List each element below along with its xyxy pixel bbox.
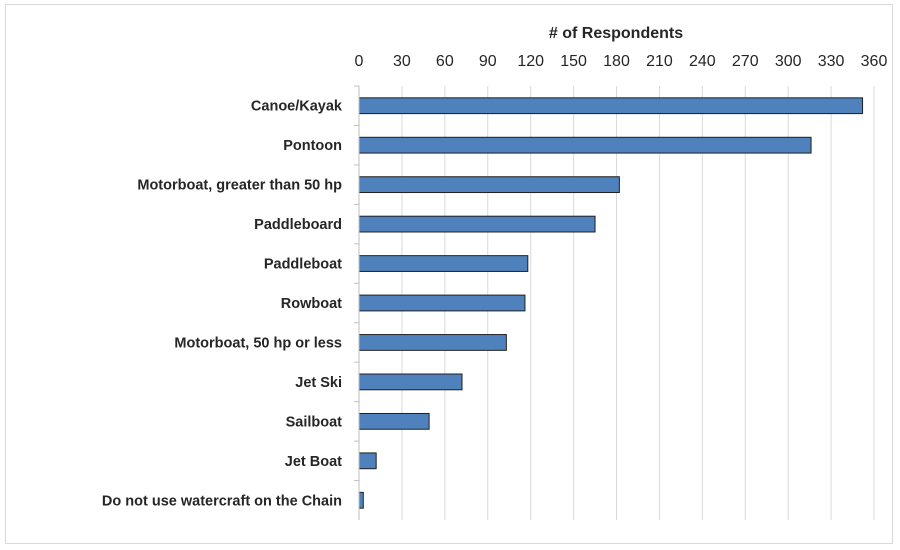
x-tick-label: 0 <box>355 53 364 70</box>
x-tick-label: 150 <box>560 53 587 70</box>
category-label: Motorboat, 50 hp or less <box>174 335 342 351</box>
bar <box>358 176 620 194</box>
bar <box>358 97 864 115</box>
category-label: Jet Boat <box>285 454 342 470</box>
bar <box>358 452 377 470</box>
chart-title: # of Respondents <box>549 25 683 42</box>
category-label: Paddleboard <box>254 217 342 233</box>
x-tick-label: 240 <box>689 53 716 70</box>
x-tick-label: 180 <box>603 53 630 70</box>
category-label: Motorboat, greater than 50 hp <box>137 178 342 194</box>
bar <box>358 136 812 154</box>
category-label: Do not use watercraft on the Chain <box>102 493 342 509</box>
gridlines <box>401 86 875 520</box>
bar <box>358 294 526 312</box>
x-tick-label: 330 <box>818 53 845 70</box>
category-label: Sailboat <box>286 414 343 430</box>
bar <box>358 215 596 233</box>
x-tick-label: 360 <box>861 53 888 70</box>
category-label: Rowboat <box>281 296 342 312</box>
bar <box>358 255 529 272</box>
category-label: Jet Ski <box>295 375 342 391</box>
category-label: Paddleboat <box>264 257 342 273</box>
x-tick-label: 210 <box>646 53 673 70</box>
category-labels: Canoe/Kayak Pontoon Motorboat, greater tha… <box>102 85 359 509</box>
bar <box>358 491 364 509</box>
x-tick-label: 30 <box>393 53 411 70</box>
bar <box>358 412 430 430</box>
category-label: Pontoon <box>283 138 342 154</box>
x-axis-ticks: 0 30 60 90 120 150 180 210 240 270 300 330 360 <box>355 53 888 70</box>
bar <box>358 334 507 351</box>
x-tick-label: 90 <box>479 53 497 70</box>
category-label: Canoe/Kayak <box>251 99 343 115</box>
x-tick-label: 270 <box>732 53 759 70</box>
x-tick-label: 120 <box>517 53 544 70</box>
bars <box>358 97 864 509</box>
x-tick-label: 300 <box>775 53 802 70</box>
x-tick-label: 60 <box>436 53 454 70</box>
bar <box>358 373 463 391</box>
